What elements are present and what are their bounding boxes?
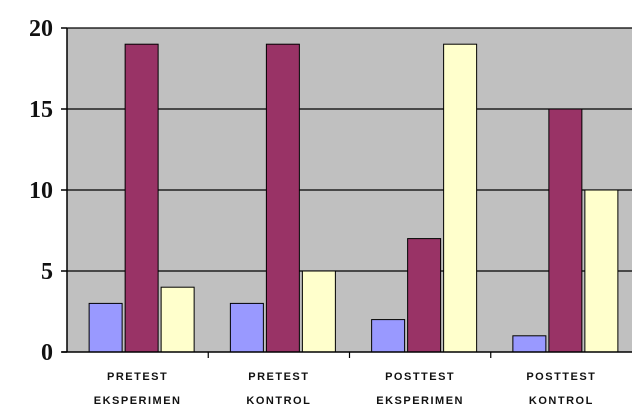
bar-s1-c2 (229, 302, 264, 353)
y-tick-label-0: 0 (41, 340, 53, 366)
x-tick-label-4-1: POSTTEST (526, 371, 596, 383)
x-tick-label-2-1: PRETEST (248, 371, 309, 383)
bar-s1-c3 (371, 319, 406, 353)
bar-s2-c4 (548, 108, 583, 353)
y-tick-label-3: 15 (29, 97, 53, 123)
bar-s1-c4 (512, 335, 547, 353)
x-tick-label-3-1: POSTTEST (385, 371, 455, 383)
bar-s2-c2 (265, 43, 300, 353)
bar-s1-c1 (88, 302, 123, 353)
bar-s3-c1 (160, 286, 195, 353)
y-tick-label-1: 5 (41, 259, 53, 285)
x-tick-label-1-1: PRETEST (107, 371, 168, 383)
x-tick-label-2-2: KONTROL (246, 395, 311, 407)
bar-s2-c3 (407, 238, 442, 353)
y-tick-label-4: 20 (29, 16, 53, 42)
x-tick-label-3-2: EKSPERIMEN (376, 395, 464, 407)
bar-s3-c3 (443, 43, 478, 353)
x-tick-label-4-2: KONTROL (529, 395, 594, 407)
bar-s3-c2 (301, 270, 336, 353)
x-tick-label-1-2: EKSPERIMEN (94, 395, 182, 407)
bar-s2-c1 (124, 43, 159, 353)
y-tick-label-2: 10 (29, 178, 53, 204)
bar-s3-c4 (584, 189, 619, 353)
